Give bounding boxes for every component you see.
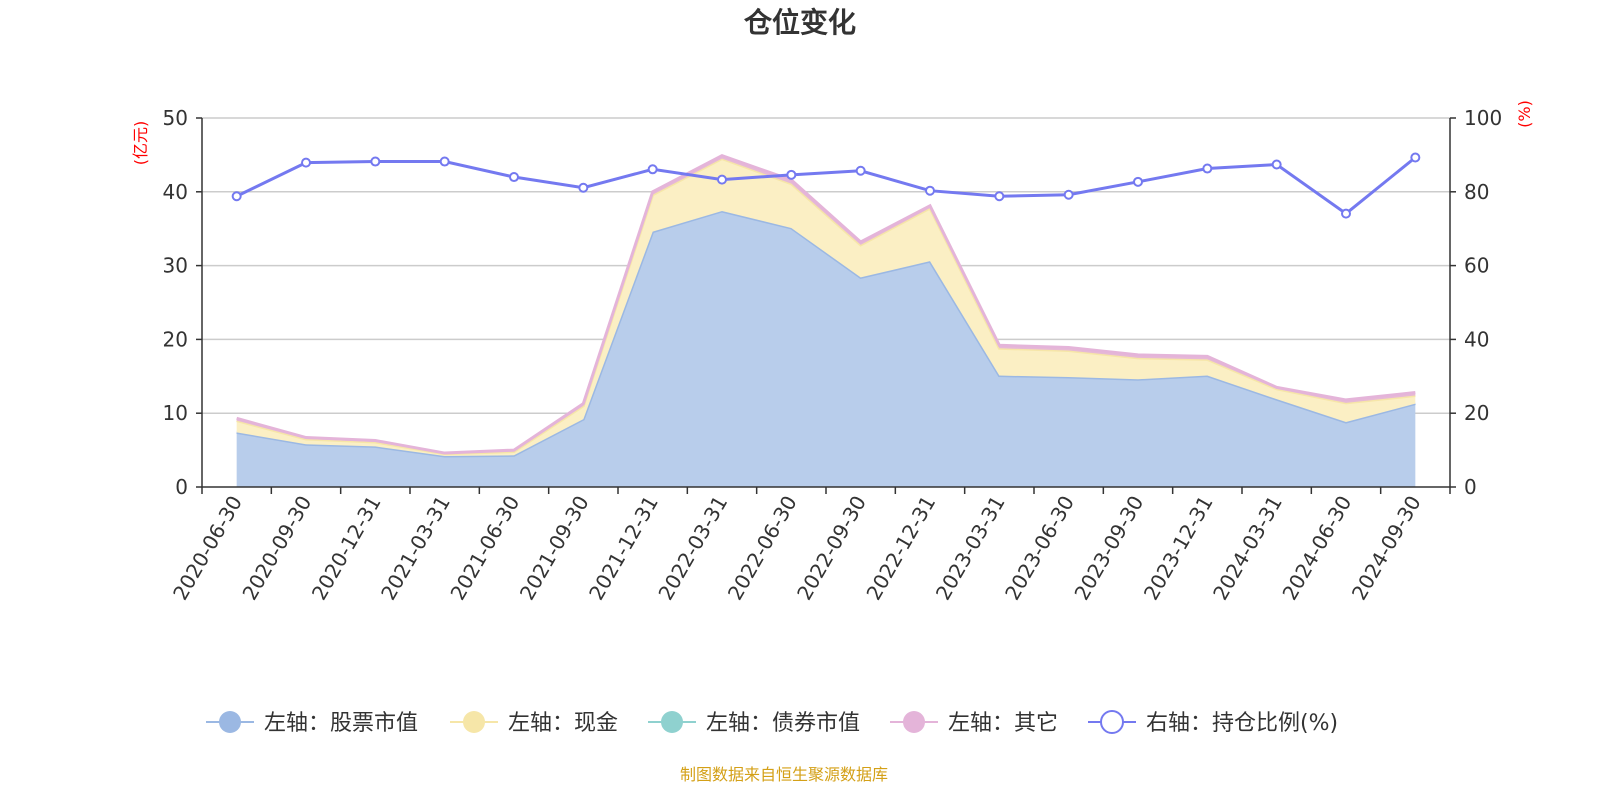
x-axis-tick-label: 2022-06-30 <box>723 492 802 605</box>
legend-item-3[interactable]: 左轴：其它 <box>890 711 1058 736</box>
x-axis-tick-label: 2023-12-31 <box>1139 492 1218 605</box>
line-point[interactable] <box>370 156 381 167</box>
x-axis-tick-label: 2022-03-31 <box>653 492 732 605</box>
chart-title: 仓位变化 <box>744 6 856 39</box>
legend-label: 左轴：其它 <box>948 711 1058 736</box>
legend-marker <box>903 711 925 733</box>
x-axis-tick-label: 2020-09-30 <box>237 492 316 605</box>
line-point[interactable] <box>1271 159 1282 170</box>
x-axis-tick-label: 2023-03-31 <box>931 492 1010 605</box>
x-axis-tick-label: 2024-06-30 <box>1277 492 1356 605</box>
x-axis-tick-label: 2021-09-30 <box>515 492 594 605</box>
legend-marker <box>463 711 485 733</box>
legend-item-1[interactable]: 左轴：现金 <box>450 711 618 736</box>
line-point[interactable] <box>509 172 519 183</box>
legend-label: 左轴：债券市值 <box>706 711 860 736</box>
legend-item-2[interactable]: 左轴：债券市值 <box>648 711 860 736</box>
left-axis-tick-label: 20 <box>163 327 188 351</box>
left-axis-tick-label: 40 <box>163 180 188 204</box>
x-axis-tick-label: 2024-09-30 <box>1347 492 1426 605</box>
line-point[interactable] <box>717 174 727 185</box>
line-point[interactable] <box>1341 208 1351 219</box>
x-axis-tick-label: 2021-03-31 <box>376 492 455 605</box>
left-axis-tick-label: 0 <box>175 475 188 499</box>
left-axis-tick-label: 10 <box>163 401 188 425</box>
x-axis-tick-label: 2024-03-31 <box>1208 492 1287 605</box>
line-point[interactable] <box>855 165 866 176</box>
x-axis-tick-label: 2020-12-31 <box>307 492 386 605</box>
right-axis-tick-label: 0 <box>1464 475 1477 499</box>
data-source-note: 制图数据来自恒生聚源数据库 <box>680 765 888 784</box>
x-axis-tick-label: 2022-09-30 <box>792 492 871 605</box>
x-axis-tick-label: 2022-12-31 <box>861 492 940 605</box>
line-point[interactable] <box>1063 189 1074 200</box>
line-point[interactable] <box>1133 176 1143 187</box>
x-axis-tick-label: 2021-12-31 <box>584 492 663 605</box>
right-axis-tick-label: 40 <box>1464 327 1489 351</box>
legend-marker <box>219 711 241 733</box>
x-axis-tick-label: 2021-06-30 <box>445 492 524 605</box>
right-axis-tick-label: 20 <box>1464 401 1489 425</box>
left-axis-tick-label: 30 <box>163 254 188 278</box>
line-point[interactable] <box>786 169 797 180</box>
legend-marker <box>661 711 683 733</box>
area-series-0 <box>236 210 1416 487</box>
line-point[interactable] <box>994 191 1005 202</box>
line-point[interactable] <box>439 156 450 167</box>
line-point[interactable] <box>231 191 242 202</box>
legend-item-0[interactable]: 左轴：股票市值 <box>206 711 418 736</box>
legend-label: 右轴：持仓比例(%) <box>1146 711 1338 736</box>
line-point[interactable] <box>1202 163 1213 174</box>
line-series-4 <box>236 156 1417 216</box>
line-point[interactable] <box>578 182 589 193</box>
right-axis-tick-label: 60 <box>1464 254 1489 278</box>
line-point[interactable] <box>301 157 311 168</box>
right-axis-tick-label: 80 <box>1464 180 1489 204</box>
legend-marker <box>1100 710 1124 734</box>
left-axis-unit: (亿元) <box>131 121 150 166</box>
x-axis-tick-label: 2020-06-30 <box>168 492 247 605</box>
legend-label: 左轴：股票市值 <box>264 711 418 736</box>
line-point[interactable] <box>925 185 935 196</box>
legend-label: 左轴：现金 <box>508 711 618 736</box>
right-axis-tick-label: 100 <box>1464 106 1502 130</box>
left-axis-tick-label: 50 <box>163 106 188 130</box>
x-axis-tick-label: 2023-06-30 <box>1000 492 1079 605</box>
legend-item-4[interactable]: 右轴：持仓比例(%) <box>1088 710 1338 736</box>
right-axis-unit: (%) <box>1515 100 1534 128</box>
area-series-1 <box>236 158 1416 457</box>
x-axis-tick-label: 2023-09-30 <box>1069 492 1148 605</box>
area-line-series-3 <box>236 154 1416 455</box>
line-point[interactable] <box>1410 152 1421 163</box>
line-point[interactable] <box>647 164 658 175</box>
